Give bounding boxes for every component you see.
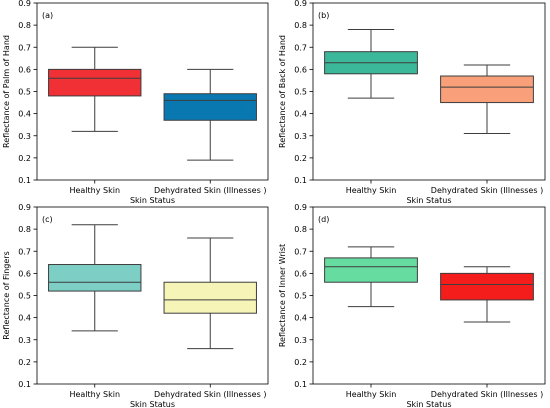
x-tick-label: Healthy Skin (346, 186, 397, 195)
y-tick-label: 0.4 (294, 314, 307, 323)
y-tick-label: 0.6 (294, 65, 307, 74)
chart-panel: 0.1 0.2 0.3 0.4 0.5 0.6 0.7 0.8 0.9 Healthy Skin D… (2, 203, 269, 408)
y-tick-label: 0.5 (18, 292, 31, 301)
chart-panel: 0.1 0.2 0.3 0.4 0.5 0.6 0.7 0.8 0.9 Healthy Skin D… (2, 0, 269, 205)
y-axis-label: Reflectance of Fingers (2, 251, 11, 339)
y-tick-label: 0.2 (18, 358, 31, 367)
y-tick-label: 0.3 (18, 336, 31, 345)
y-tick-label: 0.7 (18, 247, 31, 256)
y-tick-label: 0.1 (294, 380, 307, 389)
y-tick-label: 0.3 (294, 336, 307, 345)
y-tick-label: 0.5 (294, 88, 307, 97)
y-tick-label: 0.7 (294, 247, 307, 256)
box-iqr (163, 93, 257, 121)
box-iqr (163, 281, 257, 314)
y-tick-label: 0.3 (294, 132, 307, 141)
x-axis-label: Skin Status (130, 400, 175, 408)
x-axis-label: Skin Status (406, 400, 451, 408)
y-tick-label: 0.5 (294, 292, 307, 301)
box-iqr (48, 68, 142, 97)
chart-panel: 0.1 0.2 0.3 0.4 0.5 0.6 0.7 0.8 0.9 Healthy Skin D… (278, 0, 546, 205)
x-tick-label: Dehydrated Skin (Illnesses ) (431, 390, 543, 399)
y-tick-label: 0.9 (294, 203, 307, 212)
panel-label: (c) (42, 215, 53, 224)
x-axis-label: Skin Status (130, 196, 175, 205)
panel-label: (a) (42, 11, 53, 20)
y-tick-label: 0.5 (18, 88, 31, 97)
y-tick-label: 0.6 (18, 65, 31, 74)
y-axis-label: Reflectance of Palm of Hand (2, 35, 11, 148)
y-tick-label: 0.8 (294, 21, 307, 30)
y-tick-label: 0.9 (294, 0, 307, 8)
y-tick-label: 0.1 (18, 176, 31, 185)
y-tick-label: 0.7 (294, 43, 307, 52)
y-tick-label: 0.1 (18, 380, 31, 389)
y-tick-label: 0.4 (294, 110, 307, 119)
chart-panel: 0.1 0.2 0.3 0.4 0.5 0.6 0.7 0.8 0.9 Healthy Skin D… (278, 203, 546, 408)
x-tick-label: Dehydrated Skin (Illnesses ) (431, 186, 543, 195)
panel-label: (b) (318, 11, 329, 20)
y-tick-label: 0.2 (294, 358, 307, 367)
y-tick-label: 0.9 (18, 0, 31, 8)
y-tick-label: 0.3 (18, 132, 31, 141)
box-iqr (324, 257, 418, 283)
y-tick-label: 0.6 (294, 269, 307, 278)
box-iqr (48, 264, 142, 292)
x-tick-label: Healthy Skin (69, 390, 120, 399)
y-tick-label: 0.4 (18, 314, 31, 323)
y-tick-label: 0.8 (18, 21, 31, 30)
y-tick-label: 0.7 (18, 43, 31, 52)
x-tick-label: Dehydrated Skin (Illnesses ) (154, 186, 266, 195)
y-tick-label: 0.2 (294, 154, 307, 163)
box-iqr (440, 75, 534, 104)
panel-label: (d) (318, 215, 329, 224)
y-axis-label: Reflectance of Inner Wrist (278, 244, 287, 347)
x-tick-label: Dehydrated Skin (Illnesses ) (154, 390, 266, 399)
y-tick-label: 0.1 (294, 176, 307, 185)
x-tick-label: Healthy Skin (346, 390, 397, 399)
box-iqr (440, 272, 534, 301)
y-axis-label: Reflectance of Back of Hand (278, 35, 287, 148)
y-tick-label: 0.2 (18, 154, 31, 163)
y-tick-label: 0.4 (18, 110, 31, 119)
y-tick-label: 0.9 (18, 203, 31, 212)
x-axis-label: Skin Status (406, 196, 451, 205)
y-tick-label: 0.6 (18, 269, 31, 278)
y-tick-label: 0.8 (294, 225, 307, 234)
x-tick-label: Healthy Skin (69, 186, 120, 195)
y-tick-label: 0.8 (18, 225, 31, 234)
